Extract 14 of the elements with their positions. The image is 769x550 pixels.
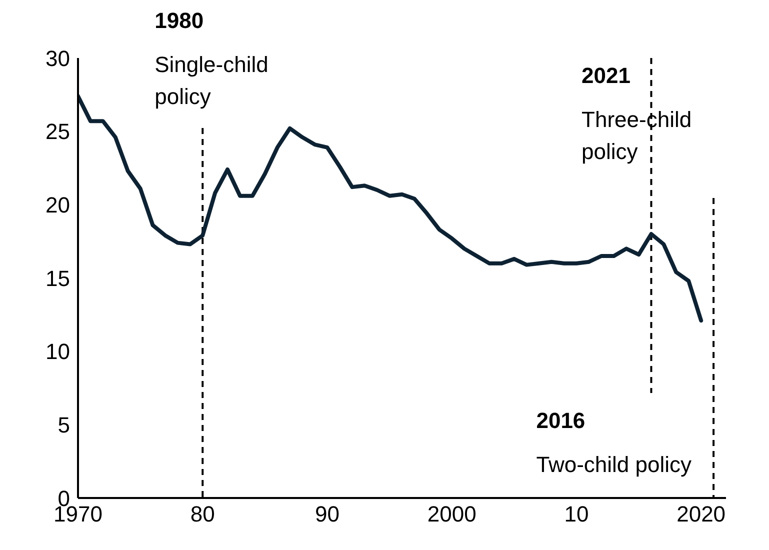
y-tick-label: 5: [58, 412, 70, 438]
x-tick-label: 10: [564, 502, 589, 527]
y-tick-label: 10: [46, 339, 70, 364]
y-tick-label: 30: [46, 46, 70, 71]
ref-line-label: 2021 Three-child policy: [582, 63, 692, 164]
x-tick-label: 80: [190, 502, 215, 527]
x-tick-label: 90: [314, 502, 340, 527]
y-tick-label: 20: [46, 192, 70, 218]
y-tick-label: 15: [46, 266, 70, 291]
ref-line-label: 1980 Single-child policy: [154, 8, 268, 109]
y-tick-label: 25: [46, 119, 70, 144]
ref-line-label: 2016 Two-child policy: [536, 408, 692, 477]
x-tick-label: 2020: [676, 502, 726, 527]
x-tick-label: 2000: [427, 502, 476, 527]
